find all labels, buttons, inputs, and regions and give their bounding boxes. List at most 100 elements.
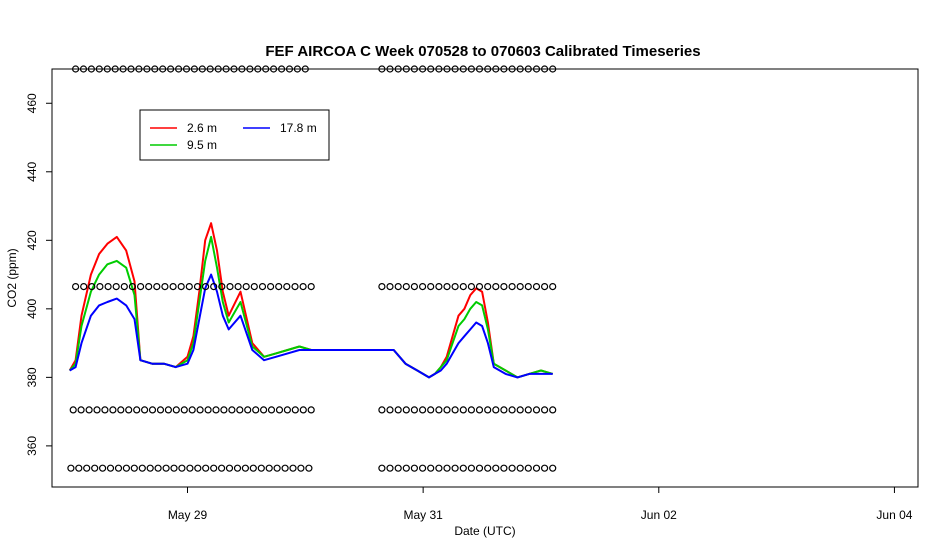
flag-marker-row-3 <box>141 406 149 414</box>
flag-marker-row-4 <box>178 464 186 472</box>
flag-marker-row-3 <box>402 406 410 414</box>
x-tick-label: May 31 <box>403 508 443 522</box>
flag-marker-row-2 <box>443 283 451 291</box>
flag-marker-row-3 <box>459 406 467 414</box>
flag-marker-row-2 <box>508 283 516 291</box>
flag-marker-row-1 <box>516 65 524 73</box>
x-axis: May 29 May 31 Jun 02 Jun 04 <box>168 487 913 522</box>
flag-marker-row-1 <box>394 65 402 73</box>
y-axis: 360 380 400 420 440 460 <box>25 93 52 456</box>
x-axis-label: Date (UTC) <box>454 524 515 538</box>
flag-marker-row-3 <box>532 406 541 414</box>
flag-marker-row-3 <box>516 406 524 414</box>
flag-marker-row-3 <box>451 406 459 414</box>
y-tick-label: 440 <box>25 161 39 181</box>
flag-marker-row-1 <box>214 65 222 73</box>
flag-marker-row-3 <box>109 406 117 414</box>
flag-marker-row-1 <box>167 65 175 73</box>
flag-marker-row-1 <box>159 65 167 73</box>
flag-marker-row-4 <box>154 464 162 472</box>
flag-marker-row-1 <box>492 65 500 73</box>
flag-marker-row-2 <box>96 283 104 291</box>
flag-marker-row-4 <box>91 464 99 472</box>
flag-marker-row-1 <box>386 65 394 73</box>
flag-marker-row-2 <box>549 283 557 291</box>
flag-marker-row-4 <box>241 464 249 472</box>
legend: 2.6 m 9.5 m 17.8 m <box>139 109 330 161</box>
flag-marker-row-3 <box>394 406 402 414</box>
flag-marker-row-2 <box>218 283 226 291</box>
flag-marker-row-2 <box>532 283 541 291</box>
flag-marker-row-3 <box>307 406 315 414</box>
flag-marker-row-4 <box>467 464 475 472</box>
flag-marker-row-3 <box>125 406 133 414</box>
flag-marker-row-1 <box>285 65 294 73</box>
flag-marker-row-2 <box>250 283 258 291</box>
flag-marker-row-1 <box>475 65 484 73</box>
flag-marker-row-3 <box>283 406 291 414</box>
flag-marker-row-3 <box>500 406 508 414</box>
flag-marker-row-2 <box>451 283 459 291</box>
flag-marker-row-4 <box>492 464 500 472</box>
flag-marker-row-2 <box>234 283 242 291</box>
flag-marker-row-2 <box>145 283 153 291</box>
flag-marker-row-4 <box>106 464 115 472</box>
flag-marker-row-4 <box>225 464 234 472</box>
flag-marker-row-3 <box>275 406 284 414</box>
flag-marker-row-3 <box>212 406 220 414</box>
flag-marker-row-1 <box>524 65 532 73</box>
flag-marker-row-2 <box>267 283 275 291</box>
flag-marker-row-3 <box>549 406 557 414</box>
flag-marker-row-3 <box>196 406 204 414</box>
flag-marker-row-4 <box>122 464 131 472</box>
flag-marker-row-1 <box>484 65 492 73</box>
flag-marker-row-3 <box>172 406 180 414</box>
flag-marker-row-3 <box>220 406 228 414</box>
flag-marker-row-4 <box>233 464 242 472</box>
flag-marker-row-4 <box>146 464 154 472</box>
flag-marker-row-1 <box>135 65 143 73</box>
flag-marker-row-1 <box>103 65 111 73</box>
flag-marker-row-3 <box>69 406 77 414</box>
flag-marker-row-2 <box>226 283 234 291</box>
flag-marker-row-3 <box>467 406 475 414</box>
flag-marker-row-4 <box>67 464 75 472</box>
flag-marker-row-2 <box>394 283 402 291</box>
flag-marker-row-2 <box>540 283 549 291</box>
flag-marker-row-2 <box>378 283 386 291</box>
flag-marker-row-1 <box>467 65 475 73</box>
flag-marker-row-2 <box>427 283 435 291</box>
flag-marker-row-2 <box>137 283 145 291</box>
flag-marker-row-3 <box>117 406 125 414</box>
flag-marker-row-3 <box>484 406 492 414</box>
flag-marker-row-4 <box>524 464 532 472</box>
flag-marker-row-1 <box>143 65 151 73</box>
flag-marker-row-4 <box>194 464 202 472</box>
flag-marker-row-2 <box>459 283 467 291</box>
legend-box <box>139 109 330 161</box>
flag-marker-row-4 <box>297 464 305 472</box>
flag-marker-row-2 <box>524 283 532 291</box>
flag-marker-row-3 <box>524 406 532 414</box>
flag-marker-row-1 <box>246 65 254 73</box>
flag-marker-row-1 <box>508 65 516 73</box>
flag-marker-row-3 <box>204 406 212 414</box>
flag-marker-row-4 <box>83 464 91 472</box>
flag-marker-row-1 <box>95 65 103 73</box>
flag-marker-row-4 <box>202 464 210 472</box>
flag-marker-row-3 <box>475 406 484 414</box>
flag-marker-row-2 <box>435 283 443 291</box>
y-tick-label: 400 <box>25 298 39 318</box>
flag-marker-row-3 <box>540 406 549 414</box>
flag-marker-row-2 <box>177 283 185 291</box>
flag-marker-row-1 <box>301 65 309 73</box>
flag-marker-row-4 <box>484 464 492 472</box>
flag-marker-row-3 <box>299 406 307 414</box>
flag-marker-row-3 <box>492 406 500 414</box>
flag-marker-row-3 <box>164 406 172 414</box>
flag-marker-row-2 <box>402 283 410 291</box>
flag-marker-row-3 <box>291 406 299 414</box>
flag-marker-row-3 <box>85 406 93 414</box>
flag-marker-row-3 <box>236 406 244 414</box>
